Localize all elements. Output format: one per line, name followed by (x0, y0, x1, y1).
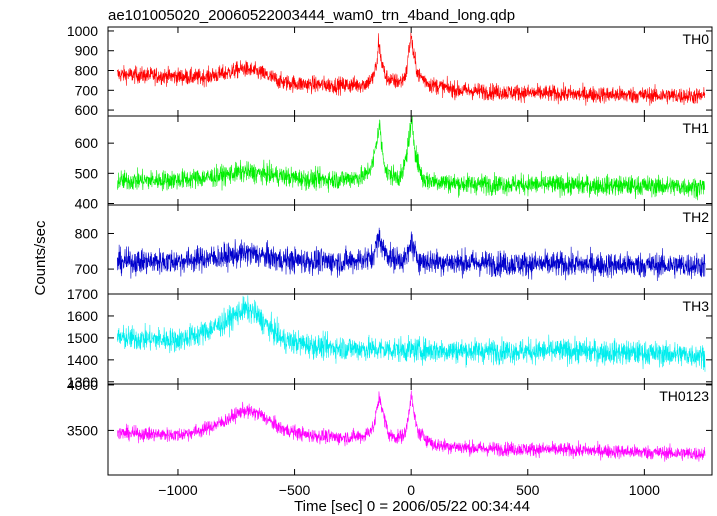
series-line-th2 (117, 227, 706, 282)
series-line-th0123 (117, 390, 706, 462)
x-tick-label: 500 (516, 482, 540, 498)
y-tick-label: 1400 (67, 352, 98, 368)
y-tick-label: 600 (75, 135, 99, 151)
y-tick-label: 1300 (67, 374, 98, 390)
x-tick-label: 0 (407, 482, 415, 498)
panels: 600 700 800 900 1000 TH0 400 500 600 TH1 700 800 TH2… (67, 23, 713, 476)
y-tick-label: 1500 (67, 330, 98, 346)
series-line-th3 (117, 295, 706, 372)
x-tick-label: −500 (279, 482, 311, 498)
x-axis-label: Time [sec] 0 = 2006/05/22 00:34:44 (294, 498, 530, 515)
x-tick-label: 1000 (629, 482, 660, 498)
chart-title: ae101005020_20060522003444_wam0_trn_4ban… (108, 7, 515, 24)
panel-frame (107, 383, 713, 476)
series-line-th0 (117, 32, 706, 106)
y-tick-label: 3500 (67, 422, 98, 438)
y-tick-label: 800 (75, 63, 99, 79)
y-tick-label: 600 (75, 102, 99, 118)
y-tick-label: 4000 (67, 377, 98, 393)
y-tick-label: 900 (75, 43, 99, 59)
y-tick-label: 1600 (67, 308, 98, 324)
y-tick-label: 800 (75, 225, 99, 241)
panel-th0123: 3500 4000 TH0123 (67, 377, 713, 476)
y-tick-label: 1000 (67, 23, 98, 39)
y-axis-label: Counts/sec (32, 220, 49, 296)
x-tick-label: −1000 (158, 482, 198, 498)
panel-label: TH1 (683, 120, 710, 136)
y-tick-label: 700 (75, 261, 99, 277)
y-tick-label: 500 (75, 165, 99, 181)
series-line-th1 (117, 116, 706, 201)
panel-label: TH0123 (659, 388, 709, 404)
y-tick-label: 1700 (67, 286, 98, 302)
y-tick-label: 400 (75, 195, 99, 211)
panel-th3: 1300 1400 1500 1600 1700 TH3 (67, 286, 713, 390)
panel-th0: 600 700 800 900 1000 TH0 (67, 23, 713, 118)
panel-label: TH0 (683, 31, 710, 47)
panel-th1: 400 500 600 TH1 (75, 115, 713, 211)
y-tick-label: 700 (75, 82, 99, 98)
panel-label: TH3 (683, 298, 710, 314)
panel-label: TH2 (683, 209, 710, 225)
panel-th2: 700 800 TH2 (75, 204, 713, 295)
x-axis: −1000 −500 0 500 1000 (158, 482, 660, 498)
